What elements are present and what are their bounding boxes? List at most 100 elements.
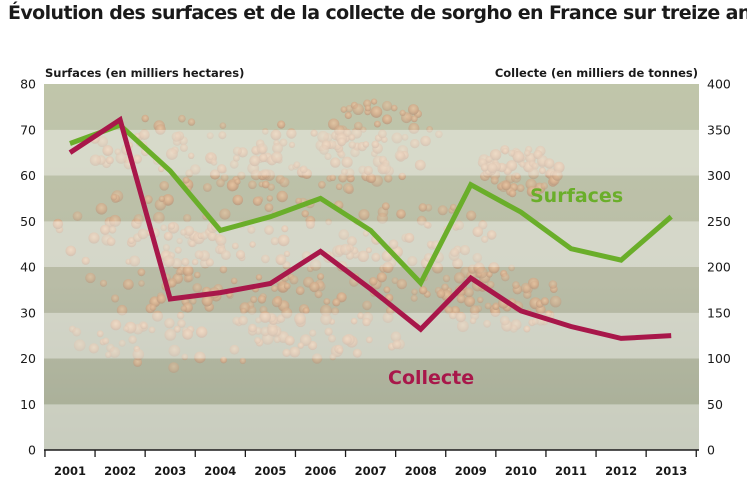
grain: [279, 177, 290, 188]
grain: [340, 106, 348, 113]
grain: [343, 183, 354, 194]
series-line-surfaces: [69, 122, 673, 288]
series-label-surfaces: Surfaces: [530, 185, 623, 207]
x-tick-label: 2013: [655, 464, 687, 478]
left-tick-label: 50: [20, 214, 36, 229]
grain: [141, 114, 149, 123]
grain: [276, 190, 288, 203]
grain: [72, 211, 83, 221]
grain: [309, 281, 320, 293]
grain: [369, 277, 378, 286]
x-tick-label: 2010: [505, 464, 537, 478]
x-tick-label: 2005: [254, 464, 286, 478]
chart-title: Évolution des surfaces et de la collecte…: [8, 2, 747, 24]
grain: [232, 194, 244, 206]
grid-band: [44, 129, 699, 176]
grain: [410, 115, 418, 123]
grain: [247, 306, 257, 315]
grain: [158, 195, 165, 202]
grain: [449, 203, 457, 211]
grain: [85, 272, 96, 284]
x-tick-label: 2011: [555, 464, 587, 478]
grain: [267, 183, 275, 191]
grain: [384, 174, 393, 183]
grain: [501, 273, 510, 282]
grain: [540, 297, 549, 306]
left-axis-ticks: 0 10 20 30 40 50 60 70 80: [20, 77, 36, 458]
grain: [345, 105, 353, 113]
grain: [175, 268, 183, 276]
right-axis-ticks: 0 50 100 150 200 250 300 350 400: [707, 77, 731, 458]
grain: [371, 98, 378, 105]
x-tick-label: 2012: [605, 464, 637, 478]
grain: [283, 282, 291, 290]
series-line-collecte: [68, 115, 672, 341]
grain: [418, 286, 428, 295]
left-tick-label: 70: [20, 122, 36, 137]
grain: [252, 196, 263, 206]
grain: [271, 285, 278, 292]
right-tick-label: 350: [707, 122, 731, 137]
x-tick-label: 2008: [405, 464, 437, 478]
grain: [194, 271, 201, 279]
grain: [154, 199, 167, 211]
grain: [182, 265, 194, 277]
grain: [396, 278, 407, 290]
grain: [137, 268, 146, 277]
grain: [219, 122, 227, 129]
x-tick-label: 2002: [104, 464, 136, 478]
x-tick-label: 2004: [204, 464, 236, 478]
right-tick-label: 200: [707, 260, 731, 275]
right-tick-label: 150: [707, 305, 731, 320]
grain: [167, 279, 176, 288]
grain: [266, 195, 273, 202]
grain: [516, 184, 525, 193]
grain: [219, 265, 228, 274]
right-tick-label: 50: [707, 397, 723, 412]
grain: [477, 296, 484, 304]
grid-band: [44, 404, 699, 450]
x-tick-label: 2009: [455, 464, 487, 478]
grain: [301, 210, 309, 218]
grain: [314, 290, 323, 299]
grain: [264, 203, 274, 213]
right-tick-label: 300: [707, 168, 731, 183]
grain: [187, 118, 196, 126]
grain: [370, 106, 383, 118]
right-tick-label: 0: [707, 443, 715, 458]
grid-bands: [44, 84, 699, 450]
grain: [382, 100, 393, 112]
grain: [390, 104, 398, 112]
grain: [411, 288, 418, 296]
grain: [358, 209, 370, 221]
x-tick-label: 2007: [355, 464, 387, 478]
grain: [192, 283, 202, 293]
grid-band: [44, 175, 699, 222]
grain: [549, 295, 562, 308]
grain: [295, 197, 302, 205]
grid-band: [44, 358, 699, 405]
grain: [180, 305, 187, 312]
grain: [464, 287, 474, 298]
x-tick-label: 2001: [54, 464, 86, 478]
grain: [530, 280, 539, 290]
grain: [437, 205, 448, 216]
grain: [374, 120, 381, 128]
grain: [216, 178, 225, 188]
grain: [133, 357, 143, 367]
left-tick-label: 0: [28, 443, 36, 458]
grain: [250, 296, 258, 303]
grain: [396, 209, 406, 219]
grain: [240, 307, 247, 315]
x-tick-label: 2006: [304, 464, 336, 478]
grain: [99, 279, 108, 287]
grain: [239, 357, 246, 365]
grain: [441, 283, 449, 291]
left-axis-title: Surfaces (en milliers hectares): [45, 66, 244, 80]
grain: [271, 297, 282, 308]
grain: [317, 273, 325, 281]
grain: [95, 203, 108, 215]
grain: [335, 183, 343, 191]
grain: [352, 103, 364, 116]
grain: [354, 121, 363, 131]
